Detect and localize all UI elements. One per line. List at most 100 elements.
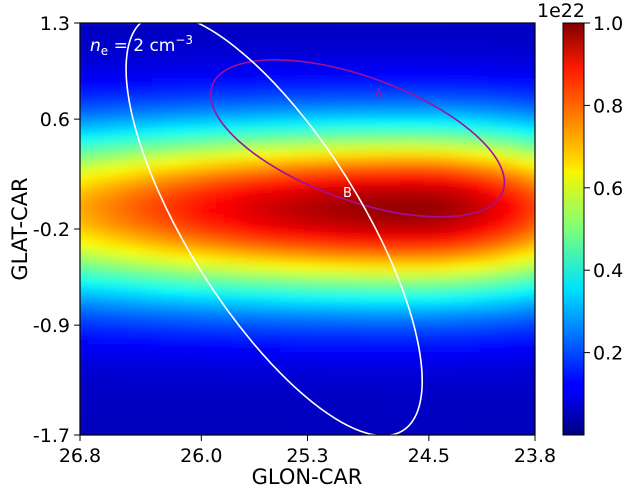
heatmap-cell [120, 359, 129, 368]
heatmap-cell [464, 23, 473, 24]
heatmap-cell [296, 375, 305, 384]
heatmap-cell [368, 231, 377, 240]
heatmap-cell [208, 287, 217, 296]
heatmap-cell [408, 87, 417, 96]
heatmap-cell [80, 127, 81, 136]
heatmap-cell [480, 159, 489, 168]
heatmap-cell [200, 295, 209, 304]
heatmap-cell [264, 215, 273, 224]
heatmap-cell [88, 327, 97, 336]
heatmap-cell [536, 191, 545, 200]
heatmap-cell [472, 247, 481, 256]
heatmap-cell [488, 351, 497, 360]
heatmap-cell [144, 39, 153, 48]
heatmap-cell [336, 351, 345, 360]
heatmap-cell [80, 159, 89, 168]
heatmap-cell [224, 423, 233, 432]
heatmap-cell [136, 239, 145, 248]
heatmap-cell [392, 55, 401, 64]
heatmap-cell [440, 71, 449, 80]
heatmap-cell [328, 39, 337, 48]
heatmap-cell [280, 215, 289, 224]
heatmap-cell [104, 23, 113, 32]
heatmap-cell [176, 399, 185, 408]
heatmap-cell [176, 383, 185, 392]
heatmap-cell [488, 167, 497, 176]
heatmap-cell [344, 271, 353, 280]
heatmap-cell [424, 415, 433, 424]
heatmap-cell [504, 239, 513, 248]
heatmap-cell [248, 375, 257, 384]
heatmap-cell [416, 279, 425, 288]
heatmap-cell [408, 351, 417, 360]
heatmap-cell [144, 327, 153, 336]
heatmap-cell [456, 303, 465, 312]
heatmap-cell [232, 239, 241, 248]
heatmap-cell [408, 287, 417, 296]
heatmap-cell [472, 327, 481, 336]
heatmap-cell [392, 151, 401, 160]
heatmap-cell [80, 215, 81, 224]
heatmap-cell [376, 247, 385, 256]
heatmap-cell [240, 375, 249, 384]
heatmap-cell [400, 295, 409, 304]
heatmap-cell [216, 231, 225, 240]
heatmap-cell [240, 239, 249, 248]
heatmap-cell [240, 31, 249, 40]
heatmap-cell [336, 375, 345, 384]
heatmap-cell [440, 215, 449, 224]
heatmap-cell [248, 439, 257, 448]
heatmap-cell [144, 303, 153, 312]
heatmap-cell [80, 79, 81, 88]
heatmap-cell [320, 23, 329, 24]
heatmap-cell [352, 319, 361, 328]
heatmap-cell [184, 95, 193, 104]
heatmap-cell [192, 327, 201, 336]
heatmap-cell [232, 191, 241, 200]
heatmap-cell [104, 375, 113, 384]
heatmap-cell [472, 207, 481, 216]
heatmap-cell [280, 159, 289, 168]
heatmap-cell [120, 23, 129, 32]
heatmap-cell [232, 23, 241, 32]
heatmap-cell [184, 391, 193, 400]
heatmap-cell [480, 143, 489, 152]
heatmap-cell [376, 367, 385, 376]
heatmap-cell [296, 103, 305, 112]
heatmap-cell [112, 119, 121, 128]
heatmap-cell [392, 407, 401, 416]
heatmap-cell [240, 351, 249, 360]
heatmap-cell [488, 111, 497, 120]
heatmap-cell [392, 159, 401, 168]
heatmap-cell [432, 159, 441, 168]
heatmap-cell [104, 431, 113, 435]
heatmap-cell [304, 431, 313, 435]
heatmap-cell [136, 279, 145, 288]
heatmap-cell [504, 223, 513, 232]
heatmap-cell [176, 255, 185, 264]
heatmap-cell [104, 231, 113, 240]
heatmap-cell [224, 231, 233, 240]
heatmap-cell [368, 159, 377, 168]
heatmap-cell [200, 367, 209, 376]
heatmap-cell [248, 247, 257, 256]
heatmap-cell [336, 143, 345, 152]
heatmap-cell [504, 31, 513, 40]
heatmap-cell [96, 167, 105, 176]
heatmap-cell [304, 383, 313, 392]
heatmap-cell [368, 351, 377, 360]
heatmap-cell [112, 303, 121, 312]
heatmap-cell [448, 351, 457, 360]
heatmap-cell [424, 359, 433, 368]
heatmap-cell [96, 239, 105, 248]
heatmap-cell [208, 375, 217, 384]
heatmap-cell [496, 303, 505, 312]
heatmap-cell [512, 87, 521, 96]
heatmap-cell [312, 47, 321, 56]
heatmap-cell [256, 287, 265, 296]
heatmap-cell [536, 335, 545, 344]
heatmap-cell [304, 263, 313, 272]
heatmap-cell [488, 311, 497, 320]
heatmap-cell [352, 191, 361, 200]
heatmap-cell [256, 191, 265, 200]
